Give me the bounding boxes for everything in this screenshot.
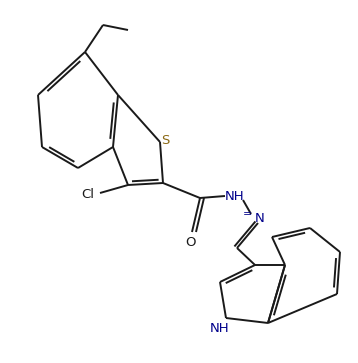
Text: Cl: Cl: [82, 188, 95, 201]
Text: S: S: [161, 134, 169, 147]
Text: O: O: [185, 237, 195, 249]
Text: =: =: [243, 209, 252, 219]
Text: NH: NH: [225, 189, 245, 203]
Text: N: N: [255, 212, 265, 224]
Text: NH: NH: [210, 322, 230, 334]
